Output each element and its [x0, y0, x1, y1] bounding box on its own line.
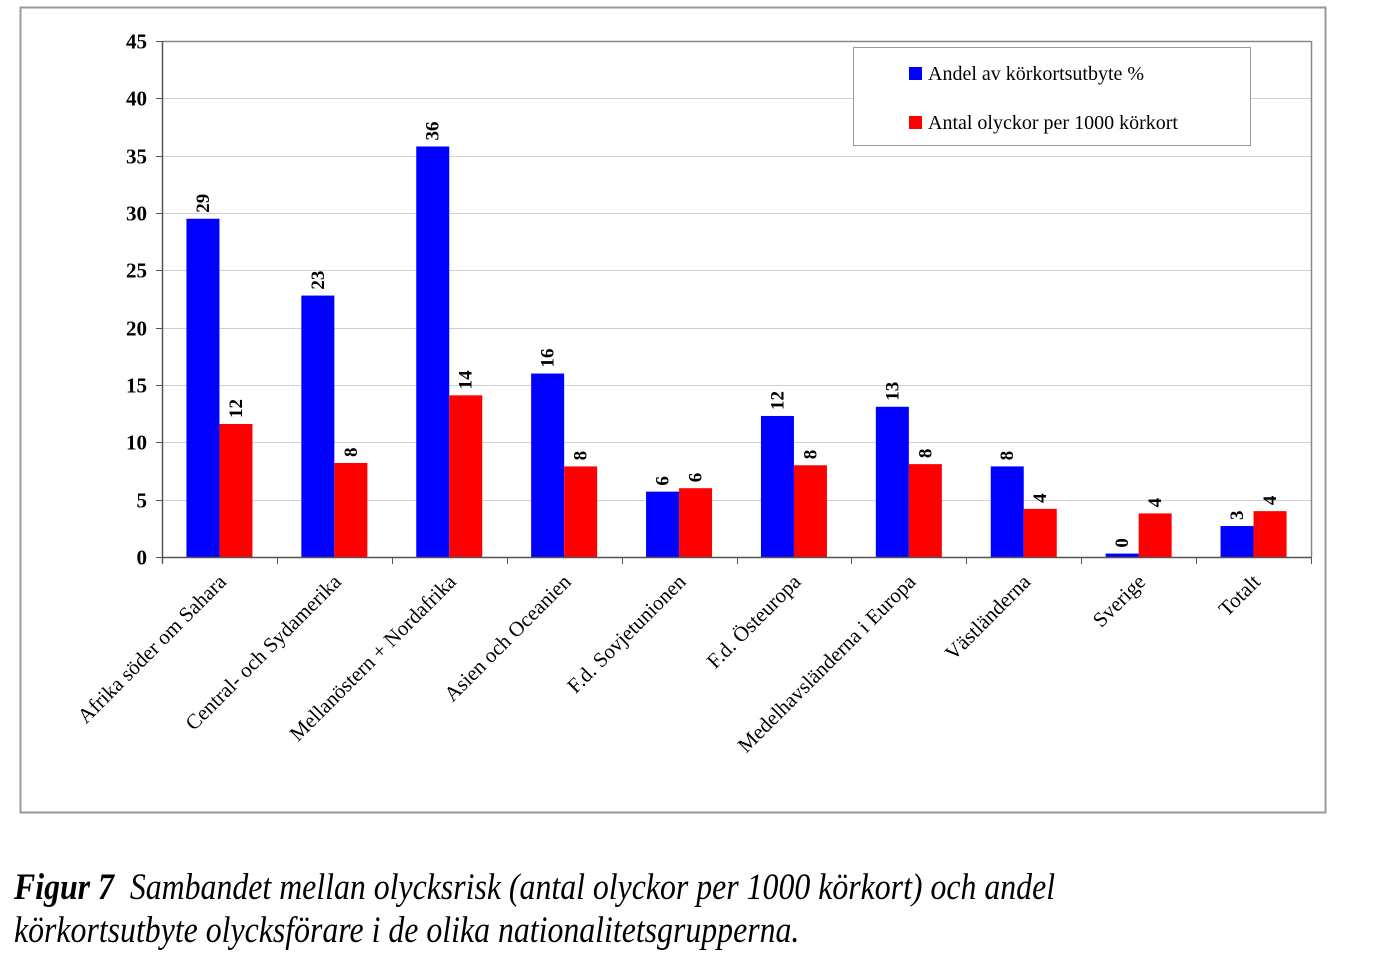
y-tick-label: 10	[126, 431, 147, 455]
legend-label-andel: Andel av körkortsutbyte %	[928, 63, 1144, 85]
bar-andel	[760, 415, 794, 557]
legend-label-olyckor: Antal olyckor per 1000 körkort	[928, 112, 1178, 134]
caption-line-1: Figur 7 Sambandet mellan olycksrisk (ant…	[14, 866, 1055, 909]
y-tick-label: 0	[137, 546, 148, 570]
bar-andel	[875, 406, 909, 557]
y-tick-label: 15	[126, 374, 147, 398]
y-tick-label: 35	[126, 145, 147, 169]
legend-swatch-red	[909, 116, 922, 129]
data-label: 3	[1227, 511, 1248, 521]
data-label: 4	[1030, 493, 1051, 503]
caption-line-2: körkortsutbyte olycksförare i de olika n…	[14, 909, 1055, 952]
data-label: 8	[997, 451, 1018, 461]
data-label: 8	[571, 451, 592, 461]
bar-andel	[416, 146, 450, 557]
data-label: 8	[915, 449, 936, 459]
bar-olyckor	[219, 423, 253, 557]
data-label: 12	[226, 399, 247, 418]
caption-text-1: Sambandet mellan olycksrisk (antal olyck…	[129, 867, 1056, 908]
data-label: 14	[456, 370, 477, 390]
caption-text-2: körkortsutbyte olycksförare i de olika n…	[14, 910, 800, 951]
figure-label: Figur 7	[14, 867, 114, 908]
data-label: 4	[1145, 497, 1166, 507]
data-label: 0	[1112, 538, 1133, 548]
bar-olyckor	[1023, 508, 1057, 557]
legend-box	[853, 47, 1251, 146]
y-tick-label: 5	[137, 489, 148, 513]
y-tick-label: 45	[126, 30, 147, 54]
bar-andel	[990, 466, 1024, 557]
bar-andel	[186, 218, 220, 557]
bar-olyckor	[679, 488, 713, 557]
bar-olyckor	[793, 465, 827, 557]
bar-olyckor	[1138, 513, 1172, 557]
legend: Andel av körkortsutbyte % Antal olyckor …	[853, 47, 1251, 146]
bar-olyckor	[1253, 511, 1287, 557]
bar-andel	[1220, 526, 1254, 557]
data-label: 4	[1260, 495, 1281, 505]
y-tick-label: 20	[126, 317, 147, 341]
data-label: 8	[341, 447, 362, 457]
figure-caption: Figur 7 Sambandet mellan olycksrisk (ant…	[14, 866, 1055, 952]
data-label: 16	[538, 349, 559, 368]
y-tick-label: 25	[126, 259, 147, 283]
bars: 29 12 23 8 36 14 16 8 6 6 12 8 13 8 8 4 0 4 3 4	[186, 121, 1287, 557]
bar-andel	[1105, 553, 1139, 557]
bar-andel	[531, 373, 565, 557]
bar-olyckor	[449, 395, 483, 557]
legend-swatch-blue	[909, 67, 922, 80]
data-label: 29	[193, 194, 214, 213]
y-tick-label: 40	[126, 87, 147, 111]
bar-olyckor	[564, 466, 598, 557]
data-label: 23	[308, 271, 329, 290]
data-label: 13	[882, 382, 903, 401]
bar-olyckor	[908, 464, 942, 557]
bar-andel	[646, 491, 680, 557]
y-tick-label: 30	[126, 202, 147, 226]
data-label: 36	[423, 121, 444, 140]
data-label: 8	[800, 450, 821, 460]
data-label: 12	[767, 391, 788, 410]
bar-olyckor	[334, 462, 368, 557]
bar-andel	[301, 295, 335, 557]
data-label: 6	[653, 476, 674, 486]
data-label: 6	[686, 473, 707, 483]
y-axis: 0 5 10 15 20 25 30 35 40 45	[126, 30, 164, 570]
